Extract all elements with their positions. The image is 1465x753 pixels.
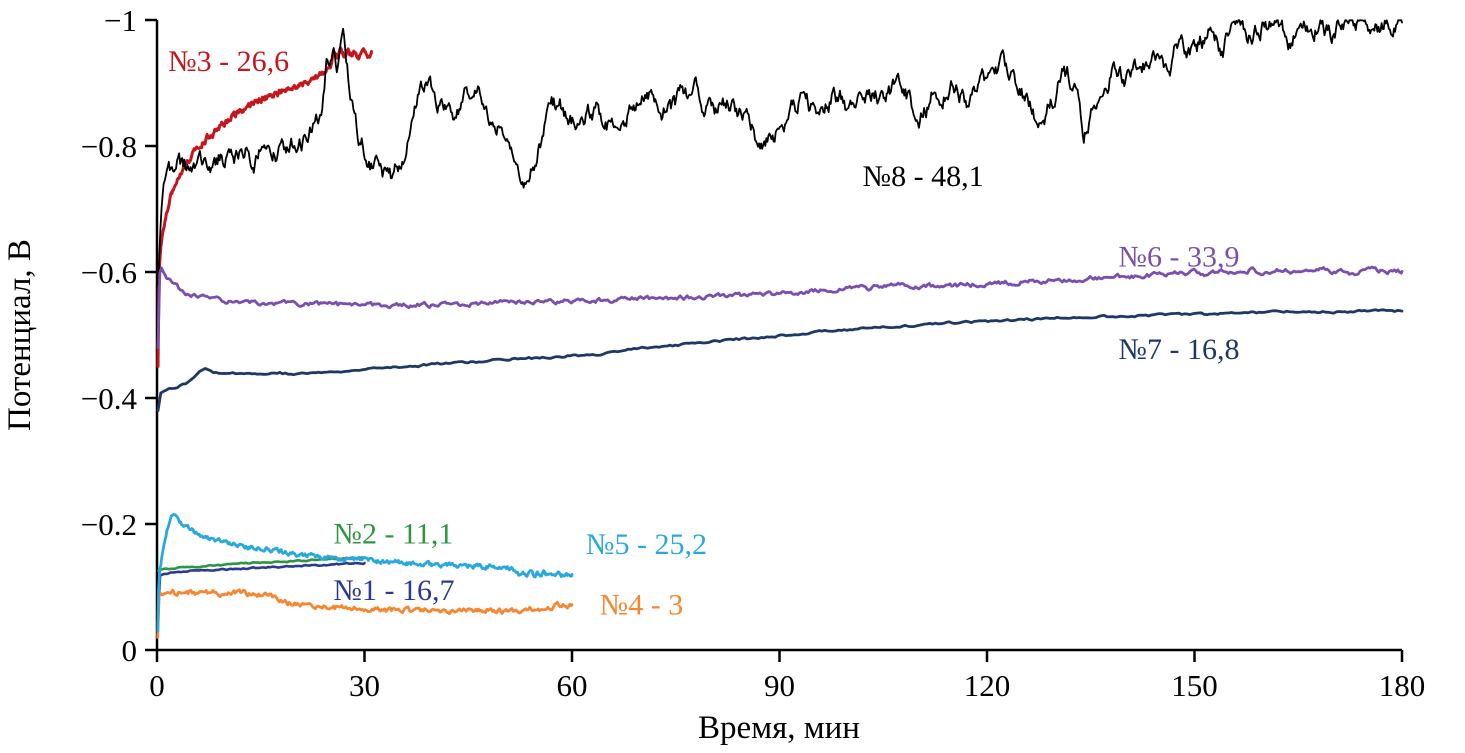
y-tick-label: −0.2 — [81, 507, 137, 542]
series-label: №1 - 16,7 — [333, 574, 454, 607]
series-label: №4 - 3 — [600, 589, 684, 622]
series-line-7 — [156, 265, 1404, 349]
y-axis-title: Потенциал, В — [2, 239, 38, 431]
x-tick-label: 60 — [557, 668, 588, 703]
x-tick-label: 30 — [349, 668, 380, 703]
series-line-4 — [156, 46, 373, 368]
x-tick-label: 120 — [964, 668, 1011, 703]
x-tick-label: 150 — [1171, 668, 1218, 703]
series-label: №6 - 33,9 — [1118, 240, 1239, 273]
y-tick-label: −0.8 — [81, 129, 137, 164]
x-axis-title: Время, мин — [698, 710, 860, 746]
x-tick-label: 180 — [1379, 668, 1426, 703]
series-label: №3 - 26,6 — [168, 45, 289, 78]
series-label: №5 - 25,2 — [586, 528, 707, 561]
series-label: №8 - 48,1 — [863, 160, 984, 193]
y-tick-label: −1 — [104, 3, 137, 38]
series-line-0 — [156, 561, 366, 614]
axes — [155, 20, 1402, 652]
x-tick-label: 0 — [149, 668, 165, 703]
series-label: №2 - 11,1 — [333, 517, 453, 550]
y-tick-label: −0.6 — [81, 255, 137, 290]
plot-area: 0 30 60 90 120 150 180 0 −0.2 −0.4 −0.6 −0.8 −1 №3 - … — [81, 3, 1425, 703]
y-tick-label: −0.4 — [81, 381, 138, 416]
series-line-5 — [157, 19, 1403, 286]
series-label: №7 - 16,8 — [1118, 333, 1239, 366]
series-line-6 — [156, 308, 1404, 412]
series-line-3 — [156, 513, 574, 633]
y-tick-label: 0 — [122, 633, 138, 668]
x-tick-label: 90 — [764, 668, 795, 703]
series-line-2 — [156, 588, 574, 639]
